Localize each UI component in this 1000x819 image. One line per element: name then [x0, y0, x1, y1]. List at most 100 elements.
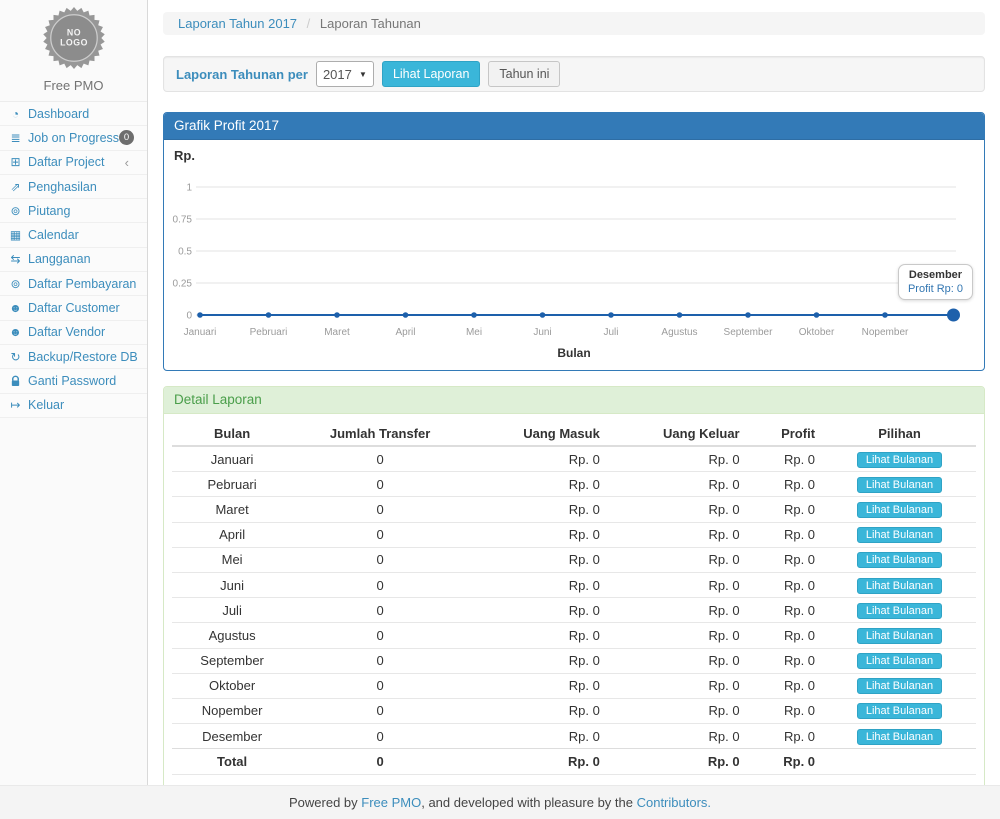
lihat-bulanan-button-desember[interactable]: Lihat Bulanan: [857, 729, 942, 745]
column-header-jumlah-transfer: Jumlah Transfer: [292, 422, 468, 446]
sidebar-item-calendar[interactable]: ▦ Calendar: [0, 223, 147, 247]
sidebar-item-keluar[interactable]: ↦Keluar: [0, 394, 147, 418]
cell-profit: Rp. 0: [748, 522, 823, 547]
cell-pilihan: Lihat Bulanan: [823, 522, 976, 547]
table-row-april: April0Rp. 0Rp. 0Rp. 0Lihat Bulanan: [172, 522, 976, 547]
chart-x-axis-title: Bulan: [172, 346, 976, 360]
sidebar-item-daftar-project[interactable]: ⊞Daftar Project‹: [0, 151, 147, 175]
svg-text:Agustus: Agustus: [661, 327, 697, 338]
sidebar-item-dashboard[interactable]: ◔Dashboard: [0, 102, 147, 126]
sidebar-item-backup-restore-db[interactable]: ↻Backup/Restore DB: [0, 345, 147, 369]
sidebar-item-langganan[interactable]: ⇆Langganan: [0, 248, 147, 272]
sidebar-item-label: Calendar: [28, 228, 79, 242]
retweet-icon: ⇆: [8, 252, 23, 266]
sign-out-icon: ↦: [8, 398, 23, 412]
table-row-juni: Juni0Rp. 0Rp. 0Rp. 0Lihat Bulanan: [172, 572, 976, 597]
column-header-uang-masuk: Uang Masuk: [468, 422, 608, 446]
lihat-bulanan-button-januari[interactable]: Lihat Bulanan: [857, 452, 942, 468]
cell-jumlah-transfer: 0: [292, 724, 468, 749]
table-row-maret: Maret0Rp. 0Rp. 0Rp. 0Lihat Bulanan: [172, 497, 976, 522]
cell-uang-masuk: Rp. 0: [468, 698, 608, 723]
cell-pilihan: Lihat Bulanan: [823, 547, 976, 572]
lihat-bulanan-button-pebruari[interactable]: Lihat Bulanan: [857, 477, 942, 493]
cell-pilihan: Lihat Bulanan: [823, 572, 976, 597]
lihat-bulanan-button-juni[interactable]: Lihat Bulanan: [857, 578, 942, 594]
cell-profit: Rp. 0: [748, 547, 823, 572]
cell-jumlah-transfer: 0: [292, 673, 468, 698]
sidebar-item-job-on-progress[interactable]: ≣Job on Progress0: [0, 126, 147, 150]
year-select-value: 2017: [323, 67, 352, 82]
cell-uang-keluar: Rp. 0: [608, 724, 748, 749]
free-pmo-link[interactable]: Free PMO: [361, 795, 421, 810]
table-header-row: BulanJumlah TransferUang MasukUang Kelua…: [172, 422, 976, 446]
lihat-bulanan-button-september[interactable]: Lihat Bulanan: [857, 653, 942, 669]
chart-point-juli: [608, 312, 614, 318]
cell-pilihan: Lihat Bulanan: [823, 598, 976, 623]
breadcrumb-link-laporan-tahun[interactable]: Laporan Tahun 2017: [178, 16, 297, 31]
sidebar-item-ganti-password[interactable]: Ganti Password: [0, 369, 147, 393]
svg-text:April: April: [395, 327, 415, 338]
cell-bulan: Januari: [172, 446, 292, 472]
cell-jumlah-transfer: 0: [292, 698, 468, 723]
lihat-bulanan-button-nopember[interactable]: Lihat Bulanan: [857, 703, 942, 719]
footer: Powered by Free PMO, and developed with …: [0, 785, 1000, 819]
contributors-link[interactable]: Contributors.: [637, 795, 711, 810]
lihat-bulanan-button-april[interactable]: Lihat Bulanan: [857, 527, 942, 543]
cell-jumlah-transfer: 0: [292, 547, 468, 572]
sidebar-item-daftar-pembayaran[interactable]: ⊚Daftar Pembayaran: [0, 272, 147, 296]
lihat-laporan-button[interactable]: Lihat Laporan: [382, 61, 480, 87]
cell-bulan: Oktober: [172, 673, 292, 698]
no-logo-seal-icon: NOLOGO: [42, 6, 106, 70]
total-pilihan: [823, 749, 976, 775]
sidebar-item-penghasilan[interactable]: ⇗Penghasilan: [0, 175, 147, 199]
total-uang-masuk: Rp. 0: [468, 749, 608, 775]
cell-bulan: April: [172, 522, 292, 547]
chart-point-september: [745, 312, 751, 318]
footer-text: Powered by Free PMO, and developed with …: [289, 795, 711, 810]
lihat-bulanan-button-agustus[interactable]: Lihat Bulanan: [857, 628, 942, 644]
line-chart-icon: ⇗: [8, 180, 23, 194]
page: NOLOGO Free PMO ◔Dashboard≣Job on Progre…: [0, 0, 1000, 785]
calendar-icon: ▦: [8, 228, 23, 242]
cell-uang-keluar: Rp. 0: [608, 572, 748, 597]
sidebar-item-daftar-customer[interactable]: ☻Daftar Customer: [0, 296, 147, 320]
profit-chart-panel: Grafik Profit 2017 Rp. 10.750.50.250Janu…: [163, 112, 985, 371]
breadcrumb-current: Laporan Tahunan: [320, 16, 421, 31]
lihat-bulanan-button-maret[interactable]: Lihat Bulanan: [857, 502, 942, 518]
cell-uang-keluar: Rp. 0: [608, 598, 748, 623]
cell-uang-masuk: Rp. 0: [468, 547, 608, 572]
table-row-pebruari: Pebruari0Rp. 0Rp. 0Rp. 0Lihat Bulanan: [172, 472, 976, 497]
chart-point-juni: [540, 312, 546, 318]
year-select[interactable]: 2017 ▼: [316, 61, 374, 87]
sidebar-item-piutang[interactable]: ⊚Piutang: [0, 199, 147, 223]
tahun-ini-button[interactable]: Tahun ini: [488, 61, 560, 87]
cell-uang-keluar: Rp. 0: [608, 497, 748, 522]
cell-bulan: September: [172, 648, 292, 673]
table-icon: ⊞: [8, 155, 23, 169]
profit-line-chart[interactable]: 10.750.50.250JanuariPebruariMaretAprilMe…: [172, 167, 976, 339]
cell-profit: Rp. 0: [748, 724, 823, 749]
lihat-bulanan-button-oktober[interactable]: Lihat Bulanan: [857, 678, 942, 694]
cell-profit: Rp. 0: [748, 472, 823, 497]
cell-jumlah-transfer: 0: [292, 497, 468, 522]
chevron-down-icon: ▼: [359, 70, 367, 79]
cell-bulan: Pebruari: [172, 472, 292, 497]
svg-text:Nopember: Nopember: [862, 327, 909, 338]
breadcrumb-separator: /: [307, 16, 311, 31]
chart-tooltip-value: Profit Rp: 0: [908, 283, 963, 295]
sidebar-item-daftar-vendor[interactable]: ☻Daftar Vendor: [0, 321, 147, 345]
profit-chart-body: Rp. 10.750.50.250JanuariPebruariMaretApr…: [164, 140, 984, 370]
lihat-bulanan-button-juli[interactable]: Lihat Bulanan: [857, 603, 942, 619]
cell-uang-masuk: Rp. 0: [468, 648, 608, 673]
column-header-bulan: Bulan: [172, 422, 292, 446]
chart-point-mei: [471, 312, 477, 318]
cell-profit: Rp. 0: [748, 598, 823, 623]
lihat-bulanan-button-mei[interactable]: Lihat Bulanan: [857, 552, 942, 568]
main-content: Laporan Tahun 2017 / Laporan Tahunan Lap…: [148, 0, 1000, 785]
total-jumlah-transfer: 0: [292, 749, 468, 775]
cell-uang-masuk: Rp. 0: [468, 522, 608, 547]
tasks-icon: ≣: [8, 131, 23, 145]
chart-point-agustus: [677, 312, 683, 318]
users-icon: ☻: [8, 325, 23, 339]
cell-uang-keluar: Rp. 0: [608, 446, 748, 472]
